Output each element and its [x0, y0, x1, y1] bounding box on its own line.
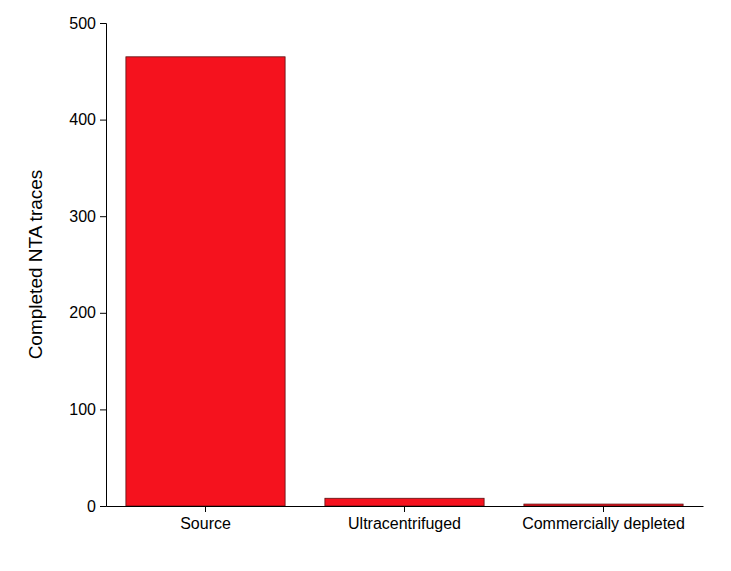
x-tick: Source — [180, 506, 231, 532]
x-tick-mark — [603, 506, 604, 512]
y-tick-label: 300 — [69, 208, 96, 225]
bar — [126, 57, 285, 506]
x-axis: Source Ultracentrifuged Commercially deple… — [107, 506, 704, 532]
y-tick-mark — [100, 216, 106, 217]
y-tick-label: 200 — [69, 304, 96, 321]
bars — [126, 57, 683, 506]
bar — [524, 504, 683, 506]
y-tick: 400 — [69, 111, 106, 128]
x-tick: Ultracentrifuged — [348, 506, 461, 532]
y-tick-label: 100 — [69, 401, 96, 418]
y-axis-title: Completed NTA traces — [25, 170, 46, 360]
y-tick-mark — [100, 506, 106, 507]
x-tick: Commercially depleted — [522, 506, 685, 532]
y-tick: 200 — [69, 304, 106, 321]
y-tick: 300 — [69, 208, 106, 225]
x-tick-mark — [205, 506, 206, 512]
x-tick-mark — [404, 506, 405, 512]
x-tick-label: Source — [180, 515, 231, 532]
y-axis: 0 100 200 300 400 500 — [69, 15, 106, 515]
x-tick-label: Ultracentrifuged — [348, 515, 461, 532]
chart: 0 100 200 300 400 500 Source Ultracentrifuged Co… — [0, 0, 731, 571]
y-tick-mark — [100, 23, 106, 24]
y-tick-label: 0 — [87, 498, 96, 515]
y-tick: 100 — [69, 401, 106, 418]
y-axis-line — [100, 24, 107, 507]
y-tick-label: 400 — [69, 111, 96, 128]
y-tick: 0 — [87, 498, 106, 515]
y-tick-mark — [100, 120, 106, 121]
x-tick-label: Commercially depleted — [522, 515, 685, 532]
plot: 0 100 200 300 400 500 Source Ultracentrifuged Co… — [69, 15, 703, 533]
y-tick-mark — [100, 409, 106, 410]
y-tick-mark — [100, 313, 106, 314]
bar — [325, 498, 484, 506]
y-tick: 500 — [69, 15, 106, 32]
y-tick-label: 500 — [69, 15, 96, 32]
